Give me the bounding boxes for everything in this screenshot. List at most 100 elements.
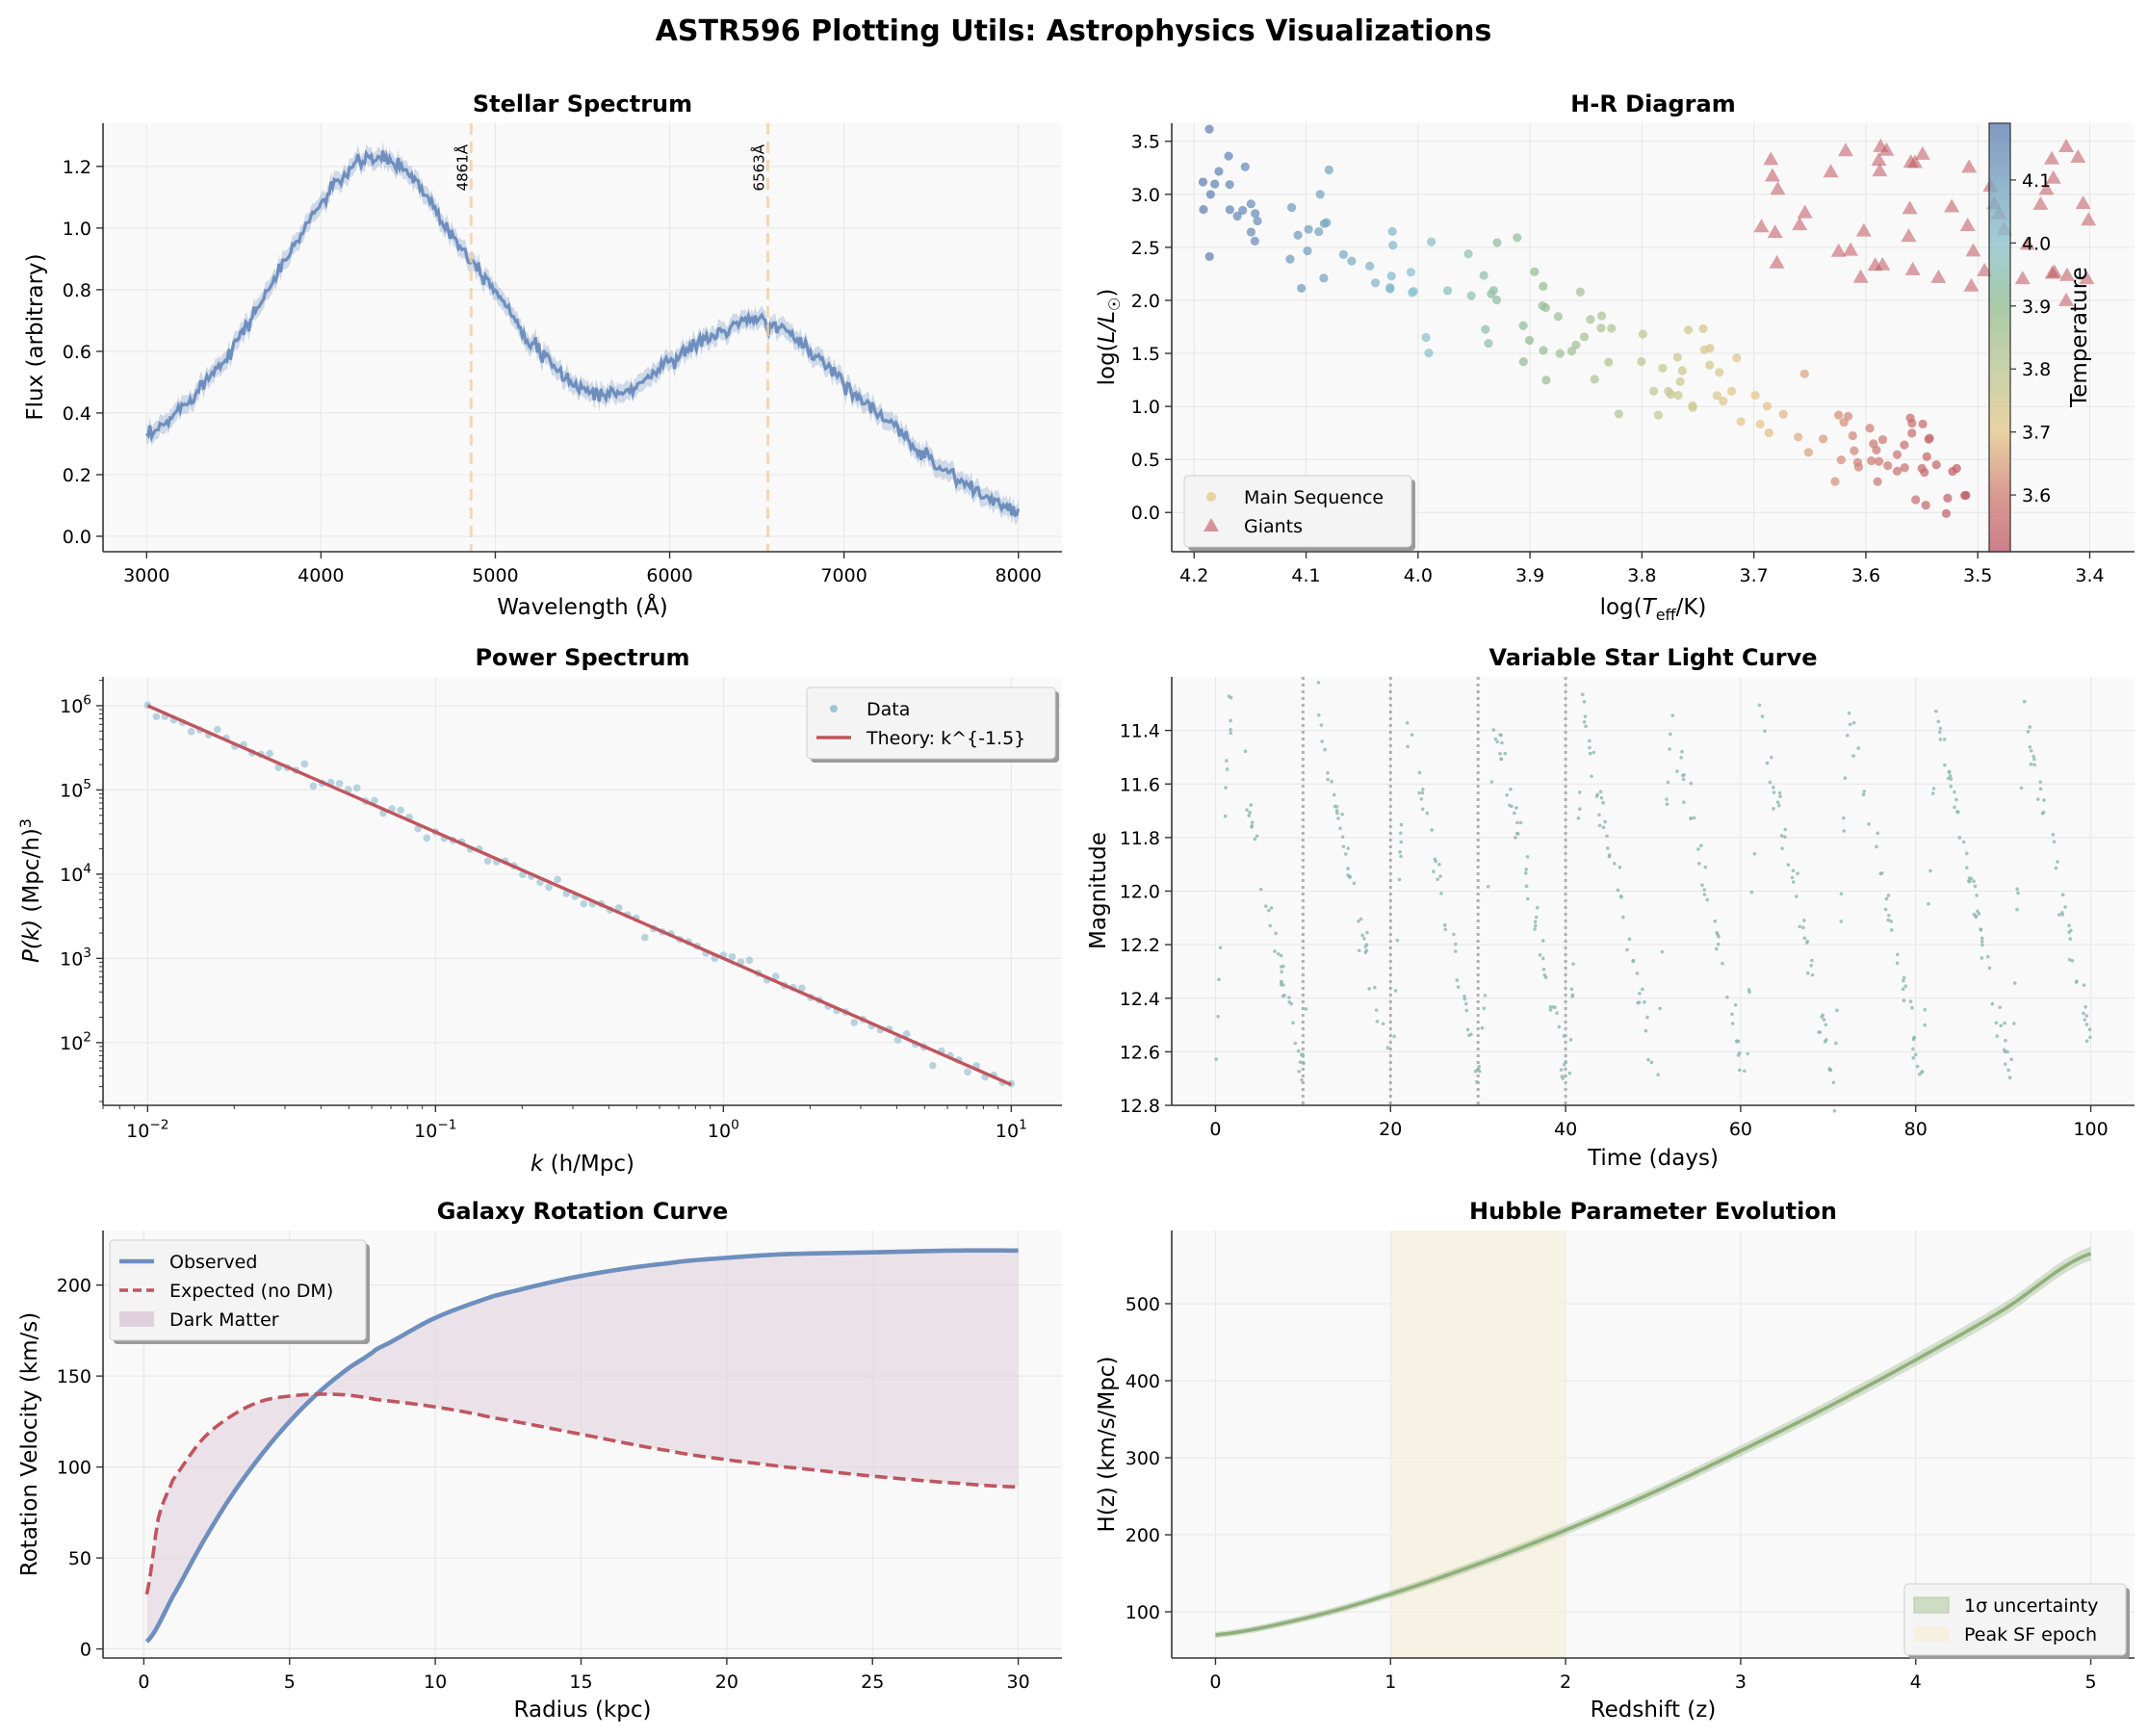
y-tick-label: 12.0 — [1120, 882, 1160, 903]
lightcurve-point — [1217, 977, 1221, 982]
lightcurve-point — [1346, 846, 1350, 850]
lightcurve-point — [1419, 797, 1424, 801]
y-tick-label: 400 — [1126, 1371, 1160, 1392]
spectrum-line — [145, 149, 1021, 518]
lightcurve-point — [1778, 794, 1782, 798]
lightcurve-point — [1341, 844, 1346, 849]
lightcurve-point — [1525, 855, 1530, 859]
lightcurve-point — [1714, 946, 1719, 951]
hubble-line — [1215, 1252, 2092, 1637]
lightcurve-point — [1499, 733, 1503, 738]
main-sequence-point — [1869, 439, 1878, 449]
lightcurve-point — [1399, 840, 1404, 844]
lightcurve-point — [1917, 1072, 1922, 1076]
legend-label: Expected (no DM) — [169, 1281, 333, 1302]
main-sequence-point — [1205, 190, 1215, 199]
giant-point — [2019, 236, 2035, 250]
lightcurve-point — [1827, 1068, 1832, 1073]
main-sequence-point — [1907, 428, 1917, 438]
lightcurve-point — [1340, 835, 1345, 840]
y-tick-label: 0.5 — [1131, 450, 1160, 471]
lightcurve-point — [1326, 777, 1330, 782]
legend-label: Dark Matter — [169, 1309, 279, 1331]
lightcurve-point — [1791, 880, 1796, 884]
lightcurve-point — [1564, 1060, 1567, 1064]
power-data-point — [397, 806, 404, 815]
lightcurve-point — [2042, 798, 2046, 802]
lightcurve-point — [1323, 747, 1327, 752]
y-tick-label: 0 — [80, 1640, 91, 1661]
y-axis-label: H(z) (km/s/Mpc) — [1095, 1357, 1120, 1533]
lightcurve-point — [1534, 915, 1539, 920]
lightcurve-point — [1669, 732, 1672, 737]
main-sequence-point — [1555, 349, 1565, 358]
x-axis-label: k (h/Mpc) — [531, 1152, 634, 1177]
x-tick-label: 0 — [1209, 1671, 1221, 1693]
lightcurve-point — [1842, 829, 1846, 833]
lightcurve-point — [1839, 892, 1844, 896]
lightcurve-point — [1555, 1011, 1559, 1015]
main-sequence-point — [1409, 287, 1418, 297]
main-sequence-point — [1406, 268, 1416, 277]
lightcurve-point — [1703, 865, 1708, 869]
lightcurve-point — [1834, 1041, 1838, 1046]
giant-point — [1792, 217, 1808, 231]
lightcurve-point — [2029, 762, 2033, 766]
lightcurve-point — [1730, 1022, 1735, 1025]
x-axis-label: log(Teff/K) — [1600, 595, 1707, 624]
lightcurve-point — [1557, 1024, 1562, 1029]
lightcurve-point — [2032, 763, 2036, 767]
main-sequence-point — [1698, 324, 1708, 334]
lightcurve-point — [1946, 776, 1951, 781]
lightcurve-point — [1437, 862, 1441, 867]
lightcurve-point — [1942, 738, 1947, 741]
lightcurve-point — [1524, 884, 1529, 889]
lightcurve-point — [1665, 802, 1669, 807]
lightcurve-point — [1911, 1047, 1915, 1051]
giant-point — [1906, 154, 1923, 168]
x-tick-label: 4.1 — [1291, 565, 1320, 586]
x-tick-label: 0 — [138, 1671, 149, 1693]
x-tick-label: 1 — [1385, 1671, 1396, 1693]
colorbar — [1988, 122, 2011, 553]
lightcurve-point — [1373, 985, 1377, 990]
lightcurve-point — [1832, 1108, 1837, 1113]
lightcurve-point — [1875, 844, 1878, 849]
lightcurve-point — [1417, 790, 1421, 795]
lightcurve-point — [2038, 780, 2043, 784]
x-tick-label: 15 — [569, 1671, 592, 1693]
main-sequence-point — [1874, 456, 1884, 466]
main-sequence-point — [1246, 227, 1256, 237]
power-data-point — [928, 1061, 937, 1070]
lightcurve-point — [1903, 984, 1908, 988]
main-sequence-point — [1638, 329, 1647, 339]
giant-point — [2058, 267, 2075, 281]
lightcurve-point — [1605, 834, 1609, 839]
x-tick-label: 10−2 — [126, 1117, 168, 1142]
lightcurve-point — [1953, 805, 1956, 810]
lightcurve-point — [1229, 718, 1232, 723]
legend-label: Theory: k^{-1.5} — [866, 728, 1025, 749]
y-tick-label: 11.4 — [1120, 721, 1160, 742]
main-sequence-point — [1865, 424, 1875, 433]
main-sequence-point — [1427, 237, 1436, 246]
lightcurve-point — [1915, 1064, 1920, 1069]
lightcurve-point — [1229, 695, 1233, 700]
y-axis-label: Magnitude — [1086, 832, 1111, 949]
main-sequence-point — [1666, 390, 1675, 400]
lightcurve-point — [1567, 1071, 1572, 1075]
main-sequence-point — [1488, 286, 1498, 296]
main-sequence-point — [1571, 340, 1581, 350]
lightcurve-point — [1656, 1073, 1660, 1077]
lightcurve-point — [1569, 987, 1574, 992]
y-tick-label: 105 — [60, 777, 91, 802]
lightcurve-point — [1340, 812, 1345, 816]
lightcurve-point — [1279, 953, 1283, 958]
lightcurve-point — [1280, 980, 1283, 984]
x-tick-label: 4000 — [298, 565, 344, 586]
lightcurve-point — [1843, 776, 1848, 780]
lightcurve-point — [1805, 971, 1810, 975]
lightcurve-point — [2067, 923, 2071, 927]
power-data-point — [728, 953, 737, 961]
giant-point — [2070, 149, 2086, 164]
